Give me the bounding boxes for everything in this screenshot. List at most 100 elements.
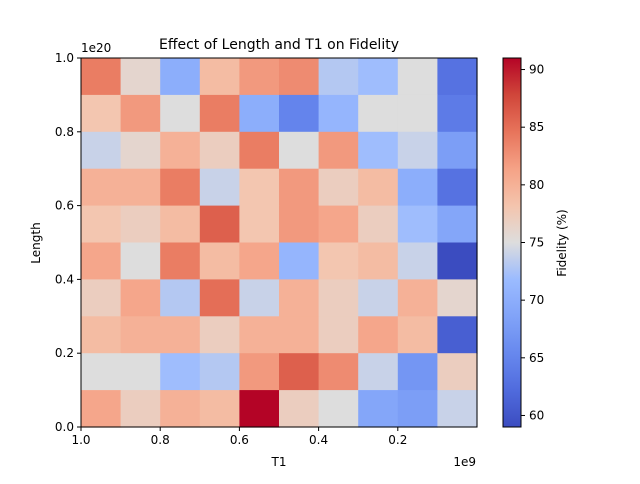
- heatmap-cell: [120, 279, 161, 317]
- heatmap-cell: [160, 242, 201, 280]
- heatmap-cell: [120, 242, 161, 280]
- heatmap-cell: [437, 58, 478, 96]
- heatmap-cell: [160, 94, 201, 133]
- heatmap-cell: [279, 279, 320, 317]
- heatmap-cell: [358, 242, 399, 280]
- heatmap-cell: [279, 58, 320, 96]
- heatmap-cell: [120, 94, 161, 133]
- heatmap-cell: [120, 316, 161, 354]
- heatmap-cell: [358, 131, 399, 170]
- heatmap-cell: [437, 242, 478, 280]
- heatmap-cell: [358, 353, 399, 391]
- heatmap-cell: [437, 168, 478, 207]
- colorbar-label: Fidelity (%): [555, 209, 569, 276]
- heatmap-cell: [160, 390, 201, 428]
- heatmap-cell: [437, 205, 478, 244]
- heatmap-cell: [358, 94, 399, 133]
- heatmap-cell: [358, 390, 399, 428]
- y-tick-label: 0.2: [55, 346, 74, 360]
- heatmap-cell: [397, 353, 438, 391]
- y-offset-label: 1e20: [81, 41, 111, 55]
- heatmap-cell: [120, 205, 161, 244]
- heatmap-cell: [81, 131, 122, 170]
- heatmap-cell: [81, 168, 122, 207]
- colorbar-ticks: 60 65 70 75 80 85 90: [521, 63, 544, 422]
- heatmap-cell: [397, 58, 438, 96]
- heatmap-cell: [358, 316, 399, 354]
- heatmap-cell: [397, 279, 438, 317]
- heatmap-cell: [397, 390, 438, 428]
- colorbar-tick-label: 70: [529, 293, 544, 307]
- heatmap-cell: [318, 94, 359, 133]
- heatmap-cell: [160, 131, 201, 170]
- heatmap-cell: [120, 131, 161, 170]
- heatmap-cell: [397, 94, 438, 133]
- heatmap-cell: [81, 279, 122, 317]
- heatmap-cell: [81, 205, 122, 244]
- heatmap-cell: [318, 131, 359, 170]
- colorbar-tick-label: 85: [529, 120, 544, 134]
- heatmap-cell: [318, 279, 359, 317]
- heatmap-cell: [199, 58, 240, 96]
- x-tick-label: 0.2: [388, 433, 407, 447]
- heatmap-cell: [160, 168, 201, 207]
- heatmap-cell: [279, 94, 320, 133]
- heatmap-cell: [397, 168, 438, 207]
- heatmap-cell: [397, 131, 438, 170]
- heatmap-cell: [160, 58, 201, 96]
- heatmap-cell: [279, 353, 320, 391]
- colorbar: [502, 57, 522, 428]
- heatmap-cell: [120, 353, 161, 391]
- heatmap-cell: [239, 58, 280, 96]
- heatmap-cell: [81, 94, 122, 133]
- heatmap-cell: [160, 205, 201, 244]
- heatmap-cell: [120, 168, 161, 207]
- heatmap-cell: [279, 316, 320, 354]
- heatmap-cell: [437, 316, 478, 354]
- heatmap-cell: [239, 242, 280, 280]
- heatmap-cell: [437, 279, 478, 317]
- x-tick-label: 0.8: [151, 433, 170, 447]
- heatmap-cell: [81, 316, 122, 354]
- heatmap-cell: [199, 242, 240, 280]
- heatmap-cell: [199, 131, 240, 170]
- heatmap-cell: [358, 279, 399, 317]
- colorbar-tick-label: 65: [529, 351, 544, 365]
- heatmap-cell: [437, 131, 478, 170]
- heatmap-cell: [160, 353, 201, 391]
- heatmap-cell: [318, 316, 359, 354]
- heatmap-cell: [239, 390, 280, 428]
- heatmap-cell: [160, 316, 201, 354]
- heatmap-cell: [318, 58, 359, 96]
- y-tick-label: 0.4: [55, 272, 74, 286]
- heatmap-cell: [318, 205, 359, 244]
- heatmap-cell: [437, 353, 478, 391]
- heatmap-cell: [239, 94, 280, 133]
- heatmap-cell: [239, 316, 280, 354]
- x-axis-label: T1: [271, 455, 287, 469]
- heatmap-cell: [358, 168, 399, 207]
- heatmap-cell: [318, 353, 359, 391]
- heatmap-cell: [160, 279, 201, 317]
- heatmap-cell: [279, 390, 320, 428]
- heatmap-cell: [81, 242, 122, 280]
- heatmap-cell: [397, 316, 438, 354]
- colorbar-tick-label: 75: [529, 236, 544, 250]
- x-axis-ticks: 1.0 0.8 0.6 0.4 0.2: [71, 427, 407, 447]
- y-axis-ticks: 0.0 0.2 0.4 0.6 0.8 1.0: [55, 51, 81, 434]
- heatmap-cell: [199, 205, 240, 244]
- heatmap-cell: [239, 279, 280, 317]
- heatmap-cell: [239, 205, 280, 244]
- heatmap-cell: [239, 353, 280, 391]
- heatmap-cell: [81, 58, 122, 96]
- x-tick-label: 1.0: [71, 433, 90, 447]
- y-tick-label: 0.6: [55, 199, 74, 213]
- chart-title: Effect of Length and T1 on Fidelity: [159, 37, 399, 53]
- plot-frame: [80, 57, 478, 428]
- heatmap-cell: [239, 131, 280, 170]
- heatmap-cell: [199, 279, 240, 317]
- colorbar-tick-label: 80: [529, 178, 544, 192]
- y-tick-label: 0.0: [55, 420, 74, 434]
- y-axis-label: Length: [29, 222, 43, 263]
